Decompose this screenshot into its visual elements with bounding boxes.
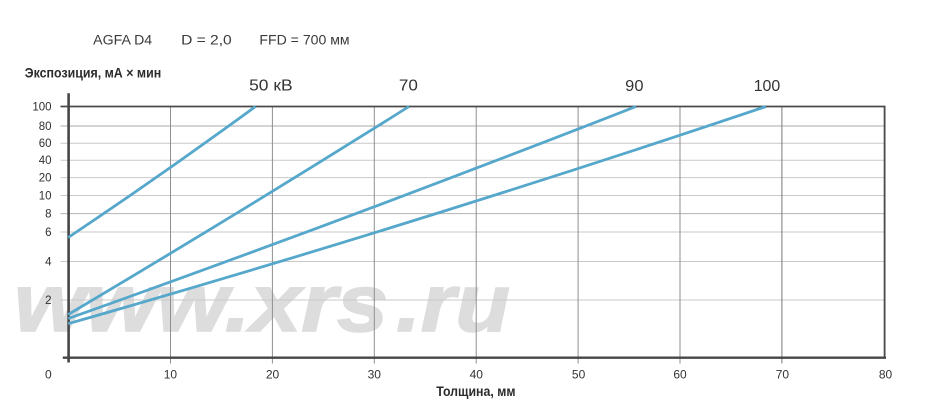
svg-text:80: 80 [879, 367, 893, 381]
svg-text:2: 2 [45, 295, 51, 307]
svg-text:100: 100 [754, 78, 781, 95]
svg-text:D = 2,0: D = 2,0 [181, 33, 232, 48]
svg-text:6: 6 [45, 227, 51, 239]
svg-text:Толщина, мм: Толщина, мм [436, 384, 515, 399]
svg-text:80: 80 [39, 121, 52, 133]
svg-text:www.xrs: www.xrs [14, 258, 388, 349]
svg-text:20: 20 [39, 173, 52, 185]
svg-text:30: 30 [368, 367, 382, 381]
svg-text:60: 60 [39, 138, 52, 150]
svg-text:.ru: .ru [396, 258, 510, 349]
svg-text:50: 50 [572, 367, 586, 381]
svg-text:20: 20 [266, 367, 280, 381]
svg-text:4: 4 [45, 256, 52, 268]
svg-text:Экспозиция, мА × мин: Экспозиция, мА × мин [25, 66, 161, 81]
svg-text:40: 40 [39, 155, 52, 167]
svg-text:90: 90 [625, 78, 643, 95]
svg-text:70: 70 [776, 367, 790, 381]
svg-text:10: 10 [164, 367, 178, 381]
svg-text:FFD = 700 мм: FFD = 700 мм [259, 33, 349, 48]
svg-text:60: 60 [673, 367, 687, 381]
svg-text:40: 40 [470, 367, 484, 381]
svg-text:0: 0 [45, 367, 52, 381]
svg-text:10: 10 [39, 190, 52, 202]
svg-text:70: 70 [399, 78, 418, 95]
svg-text:100: 100 [32, 101, 51, 113]
svg-text:8: 8 [45, 209, 51, 221]
svg-text:50 кВ: 50 кВ [249, 78, 293, 95]
svg-text:AGFA D4: AGFA D4 [93, 33, 153, 48]
